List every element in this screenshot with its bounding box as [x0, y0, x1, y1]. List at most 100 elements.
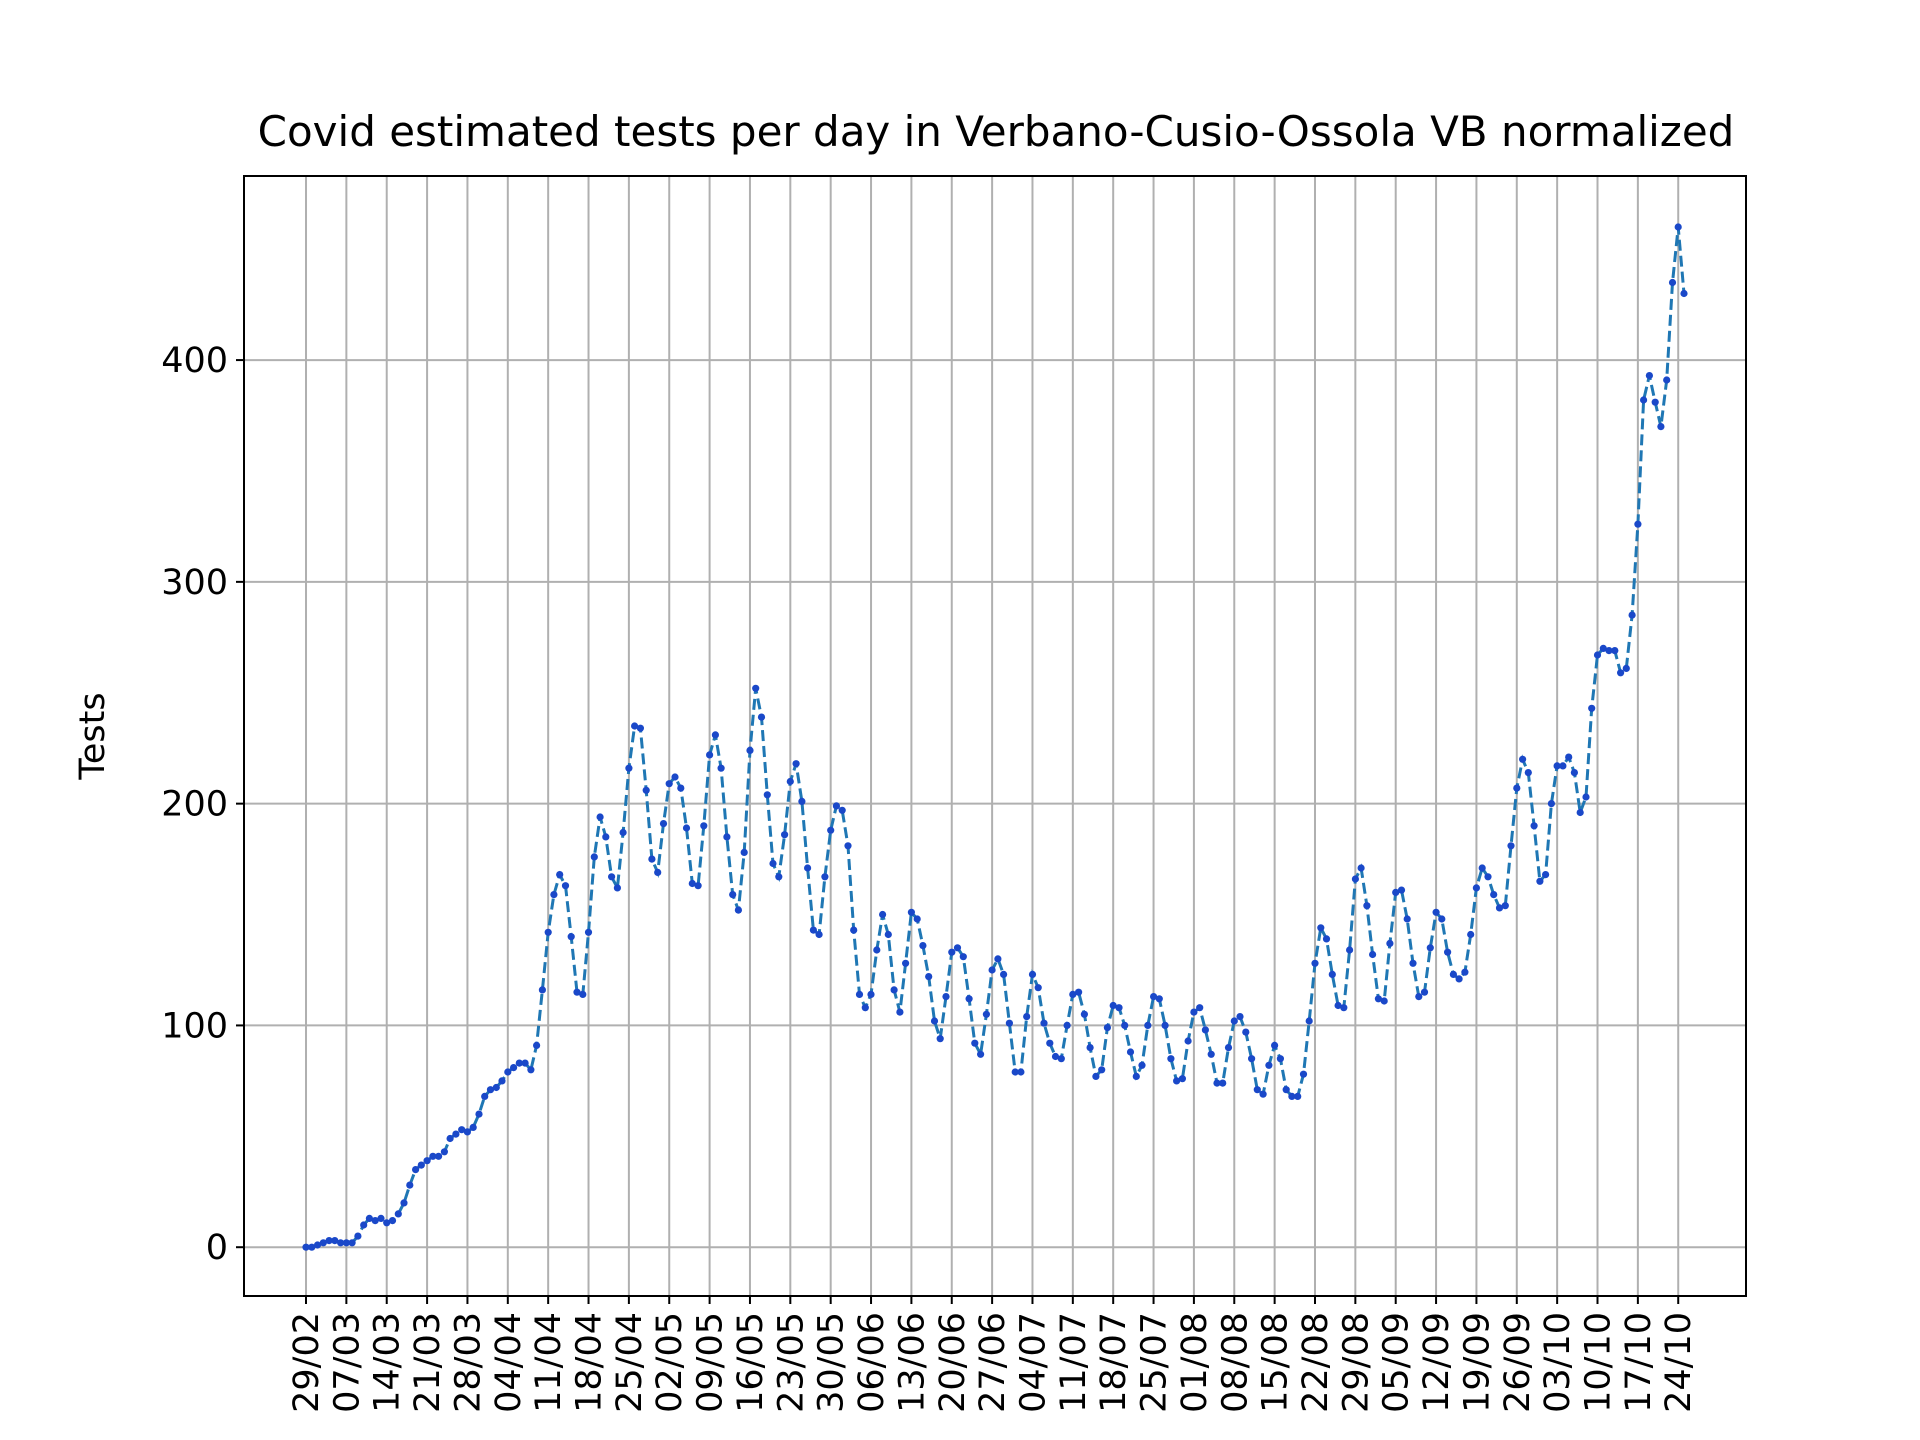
y-tick-label: 0	[206, 1228, 228, 1268]
data-point	[1224, 1044, 1233, 1052]
chart-title: Covid estimated tests per day in Verbano…	[258, 107, 1735, 156]
data-point	[850, 926, 858, 934]
data-point	[1617, 669, 1625, 677]
data-point	[1242, 1028, 1250, 1036]
x-tick-label: 25/04	[610, 1312, 650, 1413]
data-point	[348, 1239, 356, 1247]
data-point	[1397, 886, 1406, 894]
data-point	[360, 1221, 368, 1229]
data-point	[1403, 915, 1411, 923]
data-point	[838, 806, 846, 814]
data-point	[561, 882, 570, 890]
x-tick-label: 23/05	[771, 1312, 811, 1413]
y-axis: 0 100 200 300 400	[161, 341, 244, 1268]
data-point	[1542, 871, 1550, 879]
data-point	[1519, 755, 1527, 763]
data-point	[394, 1210, 402, 1218]
data-point	[1040, 1019, 1048, 1027]
data-point	[1449, 970, 1457, 979]
data-point	[1357, 864, 1365, 872]
data-point	[1513, 784, 1521, 792]
data-point	[475, 1110, 483, 1118]
data-point	[734, 906, 743, 914]
data-point	[1063, 1021, 1071, 1029]
data-point	[452, 1130, 460, 1138]
data-point	[775, 873, 783, 881]
data-point	[677, 784, 685, 792]
data-point	[1490, 891, 1498, 899]
x-tick-label: 28/03	[448, 1312, 488, 1413]
data-point	[925, 973, 933, 981]
data-point	[1565, 753, 1573, 761]
data-point	[1472, 884, 1480, 892]
data-point	[1005, 1019, 1014, 1027]
data-point	[1190, 1008, 1198, 1016]
data-point	[902, 959, 910, 967]
x-tick-label: 01/08	[1175, 1312, 1215, 1413]
data-point	[1051, 1052, 1060, 1061]
data-point	[325, 1237, 333, 1245]
data-point	[1467, 930, 1475, 939]
data-point	[1155, 995, 1163, 1003]
data-point	[1069, 990, 1077, 999]
data-point	[1311, 959, 1319, 967]
x-tick-label: 22/08	[1296, 1312, 1336, 1413]
data-point	[1138, 1061, 1146, 1069]
data-point	[371, 1217, 379, 1225]
data-point	[613, 884, 622, 892]
data-point	[388, 1217, 397, 1225]
data-point	[602, 833, 610, 841]
data-point	[1265, 1061, 1273, 1069]
y-tick-label: 300	[161, 563, 228, 603]
data-point	[1645, 372, 1653, 380]
data-point	[977, 1050, 985, 1058]
data-point	[815, 930, 823, 939]
data-point	[492, 1083, 500, 1092]
data-point	[342, 1239, 350, 1247]
data-point	[1305, 1017, 1313, 1025]
data-point	[1011, 1068, 1019, 1076]
data-point	[573, 988, 581, 996]
data-point	[1524, 769, 1532, 777]
data-point	[671, 773, 679, 781]
data-point	[556, 871, 564, 879]
data-point	[1121, 1021, 1129, 1029]
data-point	[440, 1148, 448, 1156]
data-point	[746, 746, 754, 755]
data-point	[313, 1241, 322, 1249]
data-point	[936, 1035, 944, 1043]
data-point	[625, 764, 633, 772]
data-point	[832, 802, 841, 810]
data-point	[337, 1239, 345, 1247]
data-point	[1553, 762, 1561, 770]
data-point	[682, 824, 691, 832]
plot-area-frame	[243, 175, 1747, 1297]
data-point	[1219, 1079, 1227, 1087]
data-point	[913, 915, 921, 923]
data-point	[1674, 223, 1682, 231]
data-point	[1495, 904, 1504, 912]
data-point	[354, 1232, 362, 1240]
data-point	[579, 990, 587, 999]
data-point	[1236, 1013, 1244, 1021]
data-point	[659, 820, 668, 828]
data-point	[723, 833, 731, 841]
data-point	[1075, 988, 1083, 996]
y-tick-label: 400	[161, 341, 228, 381]
data-point	[1484, 873, 1492, 881]
data-point	[1248, 1055, 1256, 1063]
data-point	[1438, 915, 1446, 923]
data-point	[1340, 1004, 1348, 1012]
data-point	[700, 822, 708, 830]
data-point	[769, 859, 777, 868]
data-point	[417, 1161, 425, 1169]
data-point	[521, 1059, 529, 1067]
data-point	[1386, 939, 1394, 948]
data-point	[1178, 1075, 1186, 1083]
series-layer	[302, 223, 1688, 1251]
data-point	[1426, 944, 1434, 952]
x-tick-label: 06/06	[852, 1312, 892, 1413]
x-tick-label: 09/05	[691, 1312, 731, 1413]
data-point	[740, 848, 748, 857]
data-point	[1576, 808, 1584, 817]
